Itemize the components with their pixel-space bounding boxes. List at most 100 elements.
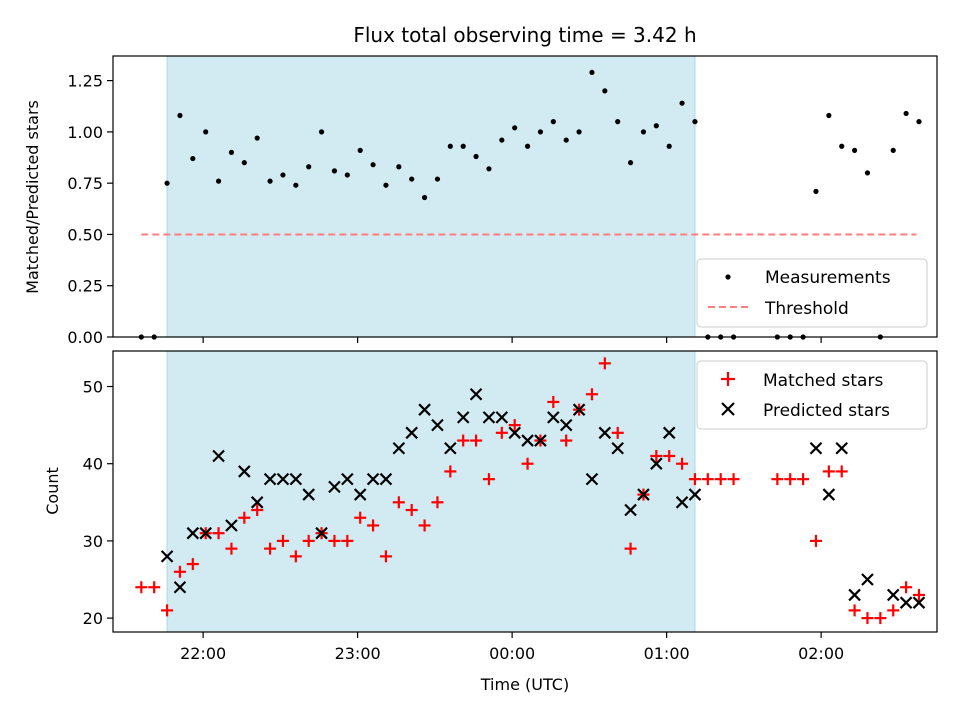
matched-star-point [701,473,714,486]
predicted-star-point [624,503,637,517]
measurement-point [512,125,518,131]
predicted-star-point [379,472,393,486]
measurement-point [890,147,896,153]
bottom-y-tick-label: 20 [83,609,103,628]
measurement-point [460,143,466,149]
matched-star-point [624,542,637,555]
matched-star-point [135,581,148,594]
legend-measurements-label: Measurements [765,268,891,288]
measurement-point [627,160,634,166]
count-legend: Matched stars Predicted stars [696,360,928,430]
measurement-point [653,123,659,129]
bottom-y-tick-label: 40 [83,455,103,474]
predicted-star-point [912,596,926,609]
matched-star-point [276,534,289,547]
predicted-star-point [886,588,900,602]
measurement-point [434,176,441,182]
matched-star-point [367,519,380,532]
matched-star-point [585,388,598,401]
predicted-star-point [225,519,238,532]
x-tick-label: 02:00 [798,644,844,663]
top-y-tick-label: 1.00 [67,123,103,142]
predicted-star-point [861,573,874,586]
predicted-star-point [848,588,861,602]
measurement-point [357,147,363,153]
predicted-star-point [675,496,689,509]
measurement-point [826,112,832,119]
predicted-star-point [315,526,328,540]
predicted-star-point [276,472,290,486]
matched-star-point [161,604,174,617]
predicted-star-point [328,480,341,494]
matched-star-point [797,473,810,486]
matched-star-point [874,612,887,625]
matched-star-point [405,504,418,517]
predicted-star-point [186,526,200,540]
bottom-shaded-span [166,350,696,633]
measurement-point [254,135,260,141]
top-y-tick-label: 0.75 [67,174,103,193]
predicted-star-point [611,441,624,455]
measurement-point [383,182,389,188]
measurement-point [370,162,376,168]
measurement-point [692,119,698,125]
predicted-star-point [650,457,663,470]
matched-star-point [784,473,797,486]
predicted-star-point [366,472,380,486]
measurement-point [344,172,350,178]
matched-star-point [379,550,392,563]
predicted-star-point [199,526,212,540]
predicted-star-point [160,550,174,563]
matched-star-point [328,534,341,547]
x-tick-label: 22:00 [180,644,226,663]
predicted-star-point [263,472,277,486]
measurement-point [318,129,325,135]
legend-predicted-label: Predicted stars [763,401,890,421]
predicted-star-point [572,403,586,416]
measurement-point [203,129,209,135]
legend-matched-label: Matched stars [763,371,883,391]
matched-star-point [225,542,238,555]
predicted-star-point [495,411,509,424]
measurement-point [499,137,505,143]
measurement-point [447,143,453,149]
ratio-legend: Measurements Threshold [696,258,928,328]
chart-title: Flux total observing time = 3.42 h [353,23,696,47]
ratio-plot-area: 0.00 0.25 0.50 0.75 1.00 1.25 [67,55,938,347]
matched-star-point [302,534,315,547]
legend-predicted-marker [721,402,735,416]
matched-star-point [835,465,848,478]
predicted-star-point [534,434,547,447]
matched-star-point [148,581,161,594]
predicted-star-point [899,596,913,609]
predicted-star-point [508,426,521,440]
matched-star-point [212,527,225,540]
measurement-point [409,176,415,182]
matched-star-point [547,395,560,408]
top-y-tick-label: 1.25 [67,72,103,91]
matched-star-point [663,449,676,462]
predicted-star-point [302,488,315,501]
x-axis-label: Time (UTC) [480,675,569,694]
predicted-star-point [585,472,599,486]
predicted-star-point [456,411,470,424]
measurement-point [267,178,273,184]
predicted-star-point [405,426,418,440]
top-y-axis-label: Matched/Predicted stars [23,100,42,294]
matched-star-point [912,588,925,601]
matched-star-point [611,426,624,439]
measurement-point [576,129,582,135]
legend-matched-marker [721,372,735,386]
matched-star-point [650,449,663,462]
ratio-legend-box [696,258,928,328]
predicted-star-point [289,472,303,486]
measurement-point [421,194,428,201]
matched-star-point [251,504,264,517]
measurement-point [486,166,492,172]
measurement-point [396,164,402,170]
predicted-star-point [547,411,560,424]
measurement-point [679,100,685,106]
matched-star-point [688,473,701,486]
measurement-point [177,112,183,119]
